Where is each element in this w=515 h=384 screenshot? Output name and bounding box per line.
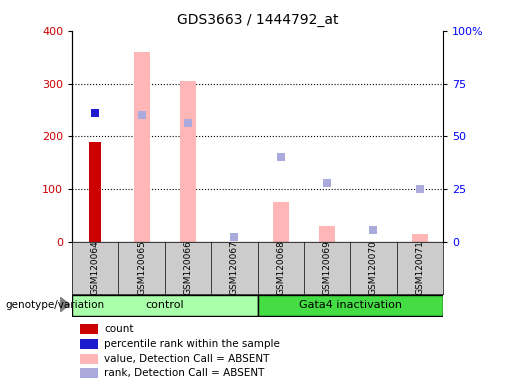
FancyBboxPatch shape — [72, 295, 258, 316]
Text: GSM120071: GSM120071 — [415, 240, 424, 295]
Bar — [80, 354, 98, 364]
Text: percentile rank within the sample: percentile rank within the sample — [104, 339, 280, 349]
Text: value, Detection Call = ABSENT: value, Detection Call = ABSENT — [104, 354, 270, 364]
Text: Gata4 inactivation: Gata4 inactivation — [299, 300, 402, 310]
Text: rank, Detection Call = ABSENT: rank, Detection Call = ABSENT — [104, 368, 265, 378]
Text: count: count — [104, 324, 134, 334]
Bar — [272, 202, 289, 242]
Bar — [133, 52, 150, 242]
Bar — [80, 324, 98, 334]
Text: GSM120064: GSM120064 — [91, 240, 100, 295]
Bar — [180, 81, 196, 242]
Text: GSM120069: GSM120069 — [322, 240, 332, 295]
Text: control: control — [146, 300, 184, 310]
Bar — [90, 142, 101, 242]
Text: GSM120070: GSM120070 — [369, 240, 378, 295]
Text: GSM120068: GSM120068 — [276, 240, 285, 295]
Text: GSM120067: GSM120067 — [230, 240, 239, 295]
Text: GSM120066: GSM120066 — [183, 240, 193, 295]
Bar — [80, 339, 98, 349]
Text: genotype/variation: genotype/variation — [5, 300, 104, 310]
FancyBboxPatch shape — [258, 295, 443, 316]
Bar — [80, 369, 98, 378]
Bar — [411, 234, 428, 242]
Text: GDS3663 / 1444792_at: GDS3663 / 1444792_at — [177, 13, 338, 27]
Bar — [319, 226, 335, 242]
Text: GSM120065: GSM120065 — [137, 240, 146, 295]
Polygon shape — [60, 297, 70, 312]
